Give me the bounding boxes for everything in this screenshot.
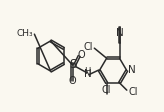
Text: CH₃: CH₃	[17, 29, 33, 38]
Text: N: N	[84, 69, 92, 79]
Text: Cl: Cl	[102, 85, 111, 95]
Text: H: H	[84, 67, 91, 76]
Text: S: S	[69, 58, 76, 71]
Text: N: N	[128, 65, 136, 75]
Text: Cl: Cl	[83, 42, 93, 52]
Text: O: O	[68, 76, 76, 86]
Text: Cl: Cl	[128, 87, 138, 97]
Text: O: O	[78, 50, 85, 60]
Text: N: N	[116, 28, 123, 38]
